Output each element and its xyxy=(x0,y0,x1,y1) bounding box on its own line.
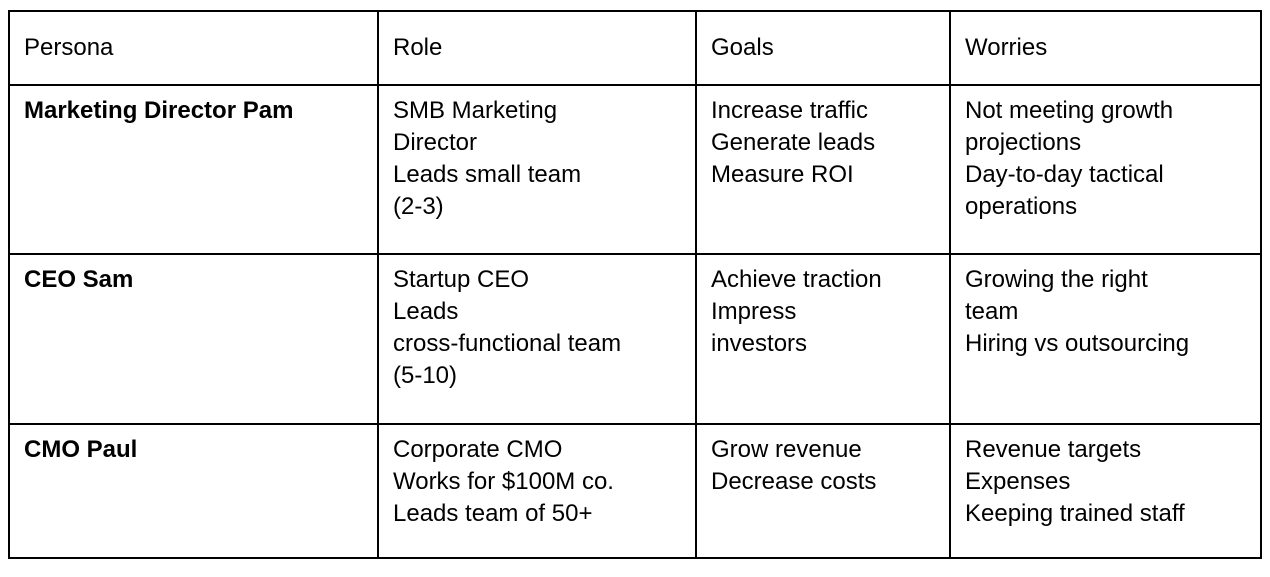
worries-cell: Revenue targets Expenses Keeping trained… xyxy=(949,423,1262,559)
persona-name-cell: CEO Sam xyxy=(8,253,379,425)
table-header-row: Persona Role Goals Worries xyxy=(8,10,1262,86)
header-persona: Persona xyxy=(8,10,379,86)
role-line: Corporate CMO xyxy=(393,436,563,463)
persona-table: Persona Role Goals Worries Marketing Dir… xyxy=(8,10,1262,559)
goal-line: investors xyxy=(711,330,808,357)
goal-line: Achieve traction xyxy=(711,266,882,293)
worry-line: Growing the right xyxy=(965,266,1148,293)
role-cell: Corporate CMO Works for $100M co. Leads … xyxy=(377,423,697,559)
role-line: (5-10) xyxy=(393,362,458,389)
worries-cell: Growing the right team Hiring vs outsour… xyxy=(949,253,1262,425)
header-goals: Goals xyxy=(695,10,951,86)
table-row: Marketing Director Pam SMB Marketing Dir… xyxy=(8,84,1262,255)
worry-line: Keeping trained staff xyxy=(965,500,1185,527)
worry-line: Day-to-day tactical xyxy=(965,161,1164,188)
worry-line: projections xyxy=(965,129,1082,156)
worry-line: Revenue targets xyxy=(965,436,1142,463)
goals-cell: Achieve traction Impress investors xyxy=(695,253,951,425)
goal-line: Increase traffic xyxy=(711,97,868,124)
goal-line: Decrease costs xyxy=(711,468,877,495)
role-line: Leads small team xyxy=(393,161,582,188)
role-line: Works for $100M co. xyxy=(393,468,614,495)
role-line: Startup CEO xyxy=(393,266,530,293)
role-line: Director xyxy=(393,129,478,156)
header-worries: Worries xyxy=(949,10,1262,86)
worry-line: team xyxy=(965,298,1019,325)
goal-line: Grow revenue xyxy=(711,436,862,463)
worry-line: operations xyxy=(965,193,1078,220)
persona-name-cell: Marketing Director Pam xyxy=(8,84,379,255)
goal-line: Generate leads xyxy=(711,129,876,156)
table-row: CMO Paul Corporate CMO Works for $100M c… xyxy=(8,423,1262,559)
role-cell: SMB Marketing Director Leads small team … xyxy=(377,84,697,255)
table-row: CEO Sam Startup CEO Leads cross-function… xyxy=(8,253,1262,425)
worry-line: Not meeting growth xyxy=(965,97,1174,124)
worries-cell: Not meeting growth projections Day-to-da… xyxy=(949,84,1262,255)
goals-cell: Increase traffic Generate leads Measure … xyxy=(695,84,951,255)
persona-table-container: Persona Role Goals Worries Marketing Dir… xyxy=(8,10,1262,559)
role-line: cross-functional team xyxy=(393,330,622,357)
role-line: (2-3) xyxy=(393,193,444,220)
role-line: SMB Marketing xyxy=(393,97,558,124)
goal-line: Measure ROI xyxy=(711,161,854,188)
role-cell: Startup CEO Leads cross-functional team … xyxy=(377,253,697,425)
role-line: Leads team of 50+ xyxy=(393,500,593,527)
goal-line: Impress xyxy=(711,298,797,325)
goals-cell: Grow revenue Decrease costs xyxy=(695,423,951,559)
header-role: Role xyxy=(377,10,697,86)
worry-line: Expenses xyxy=(965,468,1071,495)
persona-name-cell: CMO Paul xyxy=(8,423,379,559)
worry-line: Hiring vs outsourcing xyxy=(965,330,1190,357)
role-line: Leads xyxy=(393,298,459,325)
